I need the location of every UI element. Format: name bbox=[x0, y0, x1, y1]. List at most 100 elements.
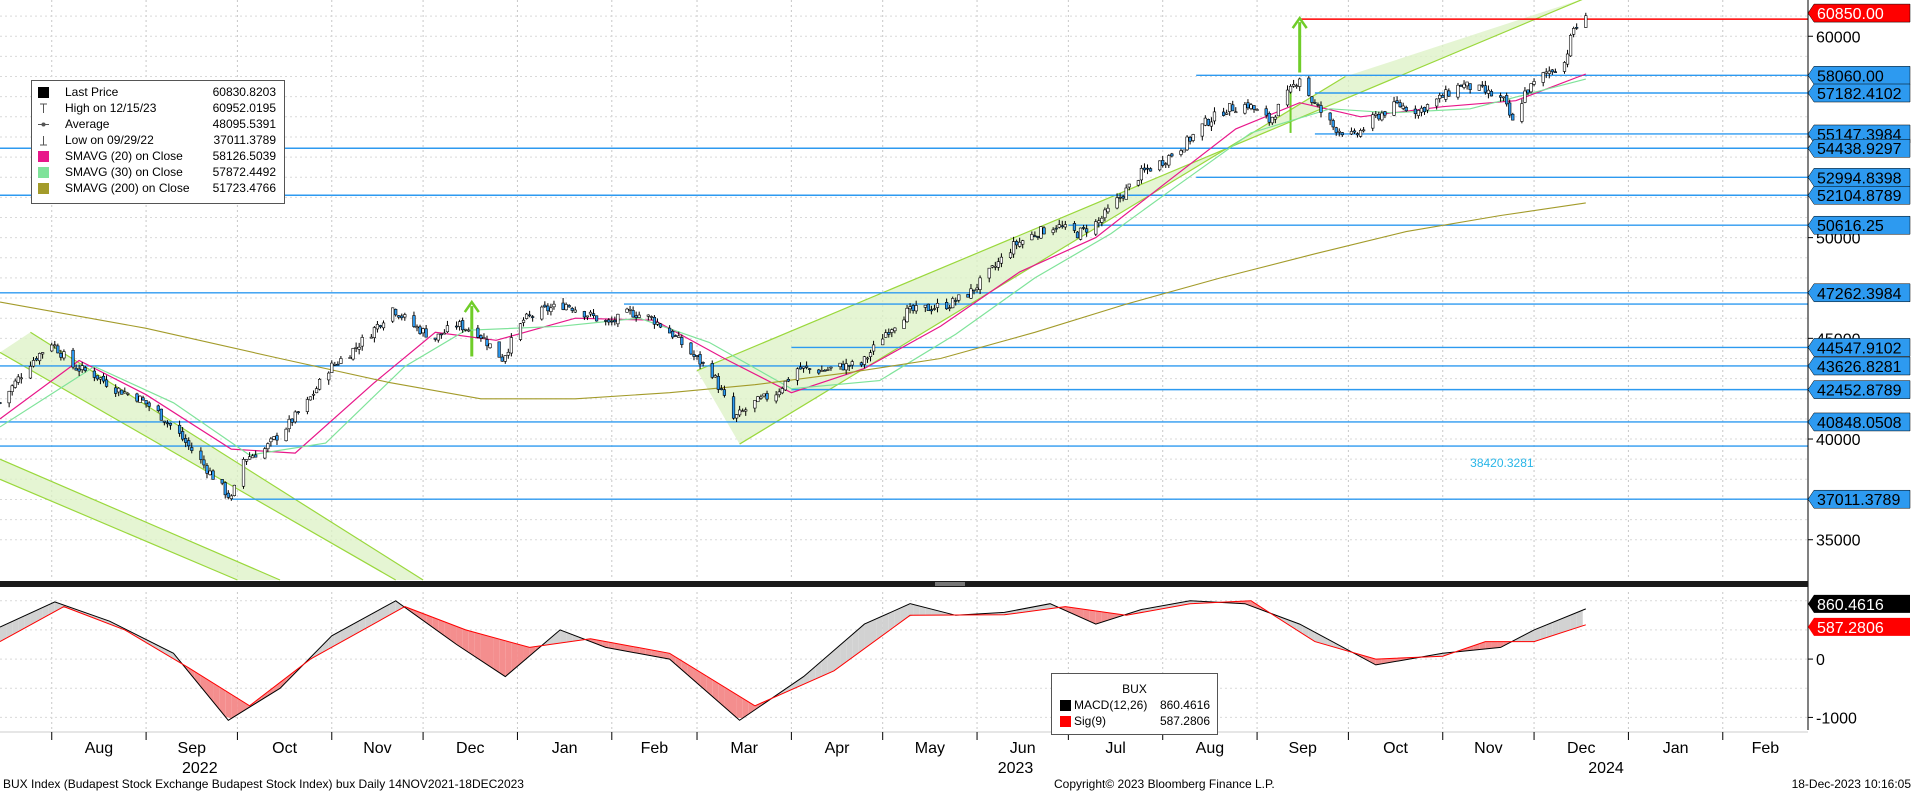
legend-value: 57872.4492 bbox=[213, 165, 276, 180]
candle-body bbox=[504, 355, 507, 361]
candle-body bbox=[285, 429, 288, 441]
candle-body bbox=[1125, 188, 1128, 199]
candle-body bbox=[404, 315, 407, 318]
candle-body bbox=[230, 496, 233, 499]
macd-fill bbox=[1485, 642, 1491, 649]
candle-body bbox=[1533, 81, 1536, 84]
candle-body bbox=[221, 479, 224, 483]
candle-body bbox=[245, 459, 248, 461]
candle-body bbox=[787, 379, 790, 381]
candle-body bbox=[1140, 168, 1143, 180]
candle-body bbox=[136, 394, 139, 401]
month-label: Aug bbox=[85, 740, 113, 757]
candle-body bbox=[1511, 114, 1514, 120]
candle-body bbox=[909, 307, 912, 309]
macd-fill bbox=[481, 634, 487, 664]
candle-body bbox=[1381, 113, 1384, 120]
candle-body bbox=[531, 317, 534, 318]
candle-body bbox=[416, 327, 419, 328]
candle-body bbox=[817, 370, 820, 373]
candle-body bbox=[105, 380, 108, 387]
candle-body bbox=[1161, 160, 1164, 165]
candle-body bbox=[796, 369, 799, 381]
candle-body bbox=[337, 364, 340, 365]
candle-body bbox=[638, 315, 641, 318]
legend-label: High on 12/15/23 bbox=[65, 101, 156, 116]
candle-body bbox=[1289, 86, 1292, 92]
candle-body bbox=[1402, 106, 1405, 109]
candle-body bbox=[200, 451, 203, 460]
candle-body bbox=[1298, 79, 1301, 87]
candle-body bbox=[397, 316, 400, 318]
candle-body bbox=[1247, 103, 1250, 108]
candle-body bbox=[1414, 109, 1417, 114]
candle-body bbox=[696, 356, 699, 357]
candle-body bbox=[927, 304, 930, 311]
candle-body bbox=[455, 326, 458, 327]
candle-body bbox=[1505, 95, 1508, 104]
candle-body bbox=[519, 324, 522, 340]
month-label: Jan bbox=[1663, 740, 1689, 757]
candle-body bbox=[461, 320, 464, 329]
footer-copyright: Copyright© 2023 Bloomberg Finance L.P. bbox=[1054, 777, 1275, 791]
candle-body bbox=[379, 325, 382, 326]
candle-body bbox=[970, 289, 973, 298]
candle-body bbox=[610, 321, 613, 322]
month-label: Apr bbox=[825, 740, 851, 757]
candle-body bbox=[501, 357, 504, 361]
candle-body bbox=[702, 362, 705, 363]
candle-body bbox=[1018, 242, 1021, 246]
candle-body bbox=[72, 350, 75, 367]
candle-body bbox=[1192, 134, 1195, 140]
candle-body bbox=[778, 392, 781, 395]
price-tag-label: 58060.00 bbox=[1817, 68, 1884, 85]
candle-body bbox=[425, 329, 428, 337]
candle-body bbox=[1061, 226, 1064, 227]
candle-body bbox=[1183, 150, 1186, 152]
macd-fill bbox=[517, 644, 523, 666]
candle-body bbox=[50, 345, 53, 351]
candle-body bbox=[11, 386, 14, 392]
candle-body bbox=[744, 410, 747, 411]
candle-body bbox=[1079, 228, 1082, 239]
candle-body bbox=[1524, 91, 1527, 102]
candle-body bbox=[498, 342, 501, 357]
candle-body bbox=[821, 370, 824, 371]
month-label: Feb bbox=[1752, 740, 1780, 757]
macd-legend-row-macd: MACD(12,26) 860.4616 bbox=[1060, 698, 1210, 713]
candle-body bbox=[163, 421, 166, 422]
candle-body bbox=[1487, 90, 1490, 93]
candle-body bbox=[203, 460, 206, 465]
candle-body bbox=[264, 449, 267, 458]
candle-body bbox=[805, 366, 808, 367]
candle-body bbox=[1332, 121, 1335, 127]
divider-handle bbox=[935, 582, 965, 586]
candle-body bbox=[690, 343, 693, 354]
candle-body bbox=[735, 415, 738, 419]
candle-body bbox=[839, 363, 842, 366]
candle-body bbox=[1545, 72, 1548, 73]
candle-body bbox=[419, 327, 422, 334]
candle-body bbox=[948, 308, 951, 309]
candle-body bbox=[659, 324, 662, 327]
candle-body bbox=[209, 471, 212, 475]
candle-body bbox=[827, 369, 830, 370]
candle-body bbox=[830, 367, 833, 368]
candle-body bbox=[99, 378, 102, 379]
candle-body bbox=[808, 369, 811, 370]
candle-body bbox=[1502, 97, 1505, 98]
candle-body bbox=[760, 397, 763, 399]
candle-body bbox=[571, 308, 574, 310]
month-label: Sep bbox=[178, 740, 207, 757]
legend-row-last-price: Last Price 60830.8203 bbox=[32, 85, 284, 100]
candle-body bbox=[1362, 130, 1365, 131]
candle-body bbox=[355, 347, 358, 348]
candle-body bbox=[1244, 104, 1247, 113]
price-tag-label: 44547.9102 bbox=[1817, 340, 1902, 357]
candle-body bbox=[924, 305, 927, 307]
candle-body bbox=[510, 338, 513, 354]
candle-body bbox=[717, 376, 720, 389]
price-tag-label: 860.4616 bbox=[1817, 597, 1884, 614]
candle-body bbox=[1268, 113, 1271, 122]
candle-body bbox=[400, 316, 403, 318]
